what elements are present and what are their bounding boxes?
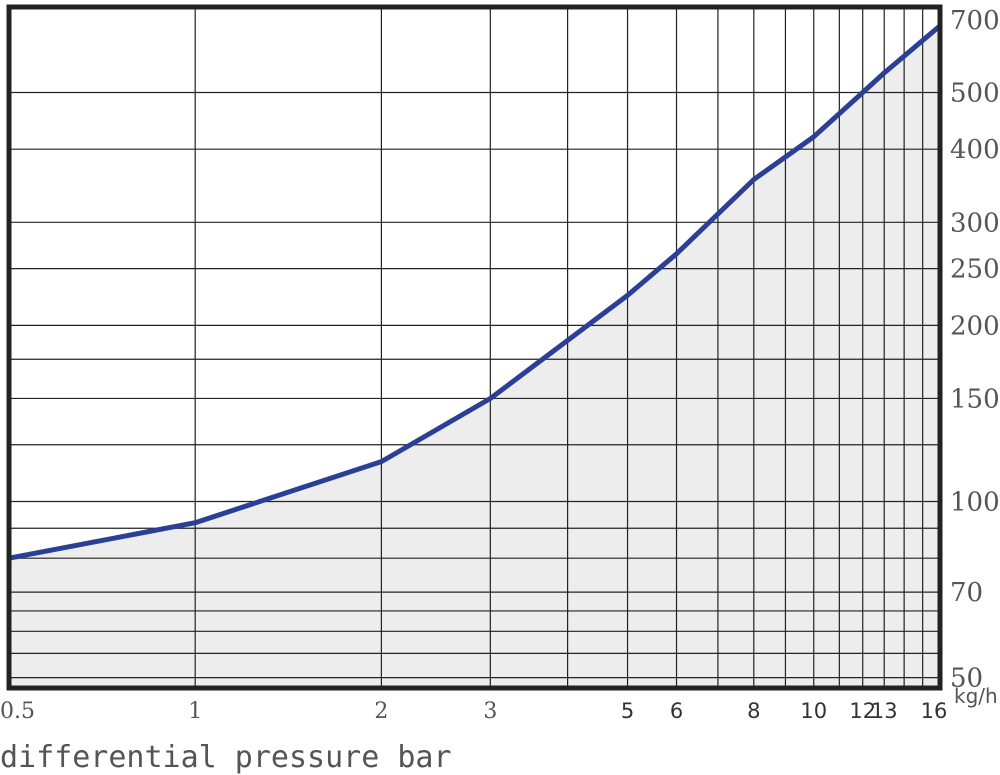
y-tick-label: 50 bbox=[950, 664, 983, 694]
x-tick-label: 2 bbox=[374, 699, 388, 724]
data-point bbox=[194, 522, 196, 524]
y-tick-label: 400 bbox=[950, 135, 1000, 165]
y-tick-label: 100 bbox=[950, 487, 1000, 517]
x-tick-label: 16 bbox=[921, 699, 948, 723]
data-point bbox=[753, 179, 755, 181]
x-tick-label: 12 bbox=[849, 699, 876, 723]
x-tick-label: 6 bbox=[670, 699, 683, 723]
y-tick-labels: 50 70 100 150 200 250 300 400 500 700 bbox=[950, 6, 1000, 694]
data-point bbox=[862, 92, 864, 94]
x-tick-label: 13 bbox=[871, 699, 898, 723]
plot-frame bbox=[6, 4, 943, 691]
x-tick-label: 8 bbox=[747, 699, 760, 723]
data-point bbox=[883, 72, 885, 74]
x-tick-label: 1 bbox=[188, 699, 202, 724]
x-tick-label: 3 bbox=[483, 699, 497, 724]
x-tick-label: 10 bbox=[800, 699, 827, 723]
y-tick-label: 300 bbox=[950, 208, 1000, 238]
y-tick-label: 70 bbox=[950, 578, 983, 608]
x-tick-label: 0.5 bbox=[0, 699, 35, 724]
y-tick-label: 250 bbox=[950, 255, 1000, 285]
grid-layer bbox=[9, 7, 940, 688]
y-tick-label: 700 bbox=[950, 6, 1000, 36]
y-unit-label: kg/h bbox=[954, 684, 998, 708]
data-point bbox=[813, 136, 815, 138]
data-point bbox=[489, 397, 491, 399]
y-tick-label: 150 bbox=[950, 384, 1000, 414]
data-point bbox=[380, 461, 382, 463]
data-point bbox=[627, 294, 629, 296]
x-tick-label: 5 bbox=[621, 699, 634, 723]
plot-frame-layer bbox=[6, 4, 943, 691]
y-tick-label: 500 bbox=[950, 79, 1000, 109]
area-fill bbox=[9, 25, 940, 689]
y-tick-label: 200 bbox=[950, 311, 1000, 341]
x-axis-label: differential pressure bar bbox=[0, 740, 452, 775]
area-fill-layer bbox=[9, 25, 940, 689]
data-point bbox=[676, 253, 678, 255]
